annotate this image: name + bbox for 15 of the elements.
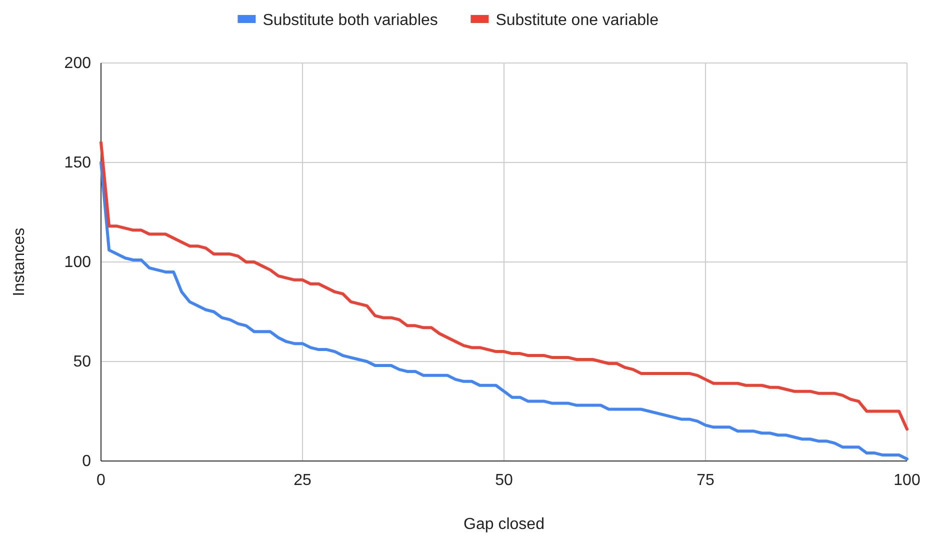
y-tick-label: 0	[82, 453, 92, 470]
legend-label: Substitute both variables	[262, 12, 438, 29]
x-tick-label: 75	[696, 472, 714, 489]
x-axis-title: Gap closed	[464, 516, 544, 533]
y-axis-title: Instances	[11, 228, 28, 296]
y-tick-label: 150	[64, 154, 92, 172]
x-tick-label: 100	[894, 472, 920, 489]
y-tick-label: 200	[64, 55, 92, 72]
legend-label: Substitute one variable	[496, 12, 659, 29]
x-tick-label: 0	[96, 472, 106, 489]
y-tick-label: 100	[64, 254, 92, 271]
x-tick-label: 25	[294, 472, 312, 489]
line-series	[100, 141, 908, 431]
x-tick-label: 50	[495, 472, 513, 489]
y-tick-label: 50	[73, 354, 92, 370]
